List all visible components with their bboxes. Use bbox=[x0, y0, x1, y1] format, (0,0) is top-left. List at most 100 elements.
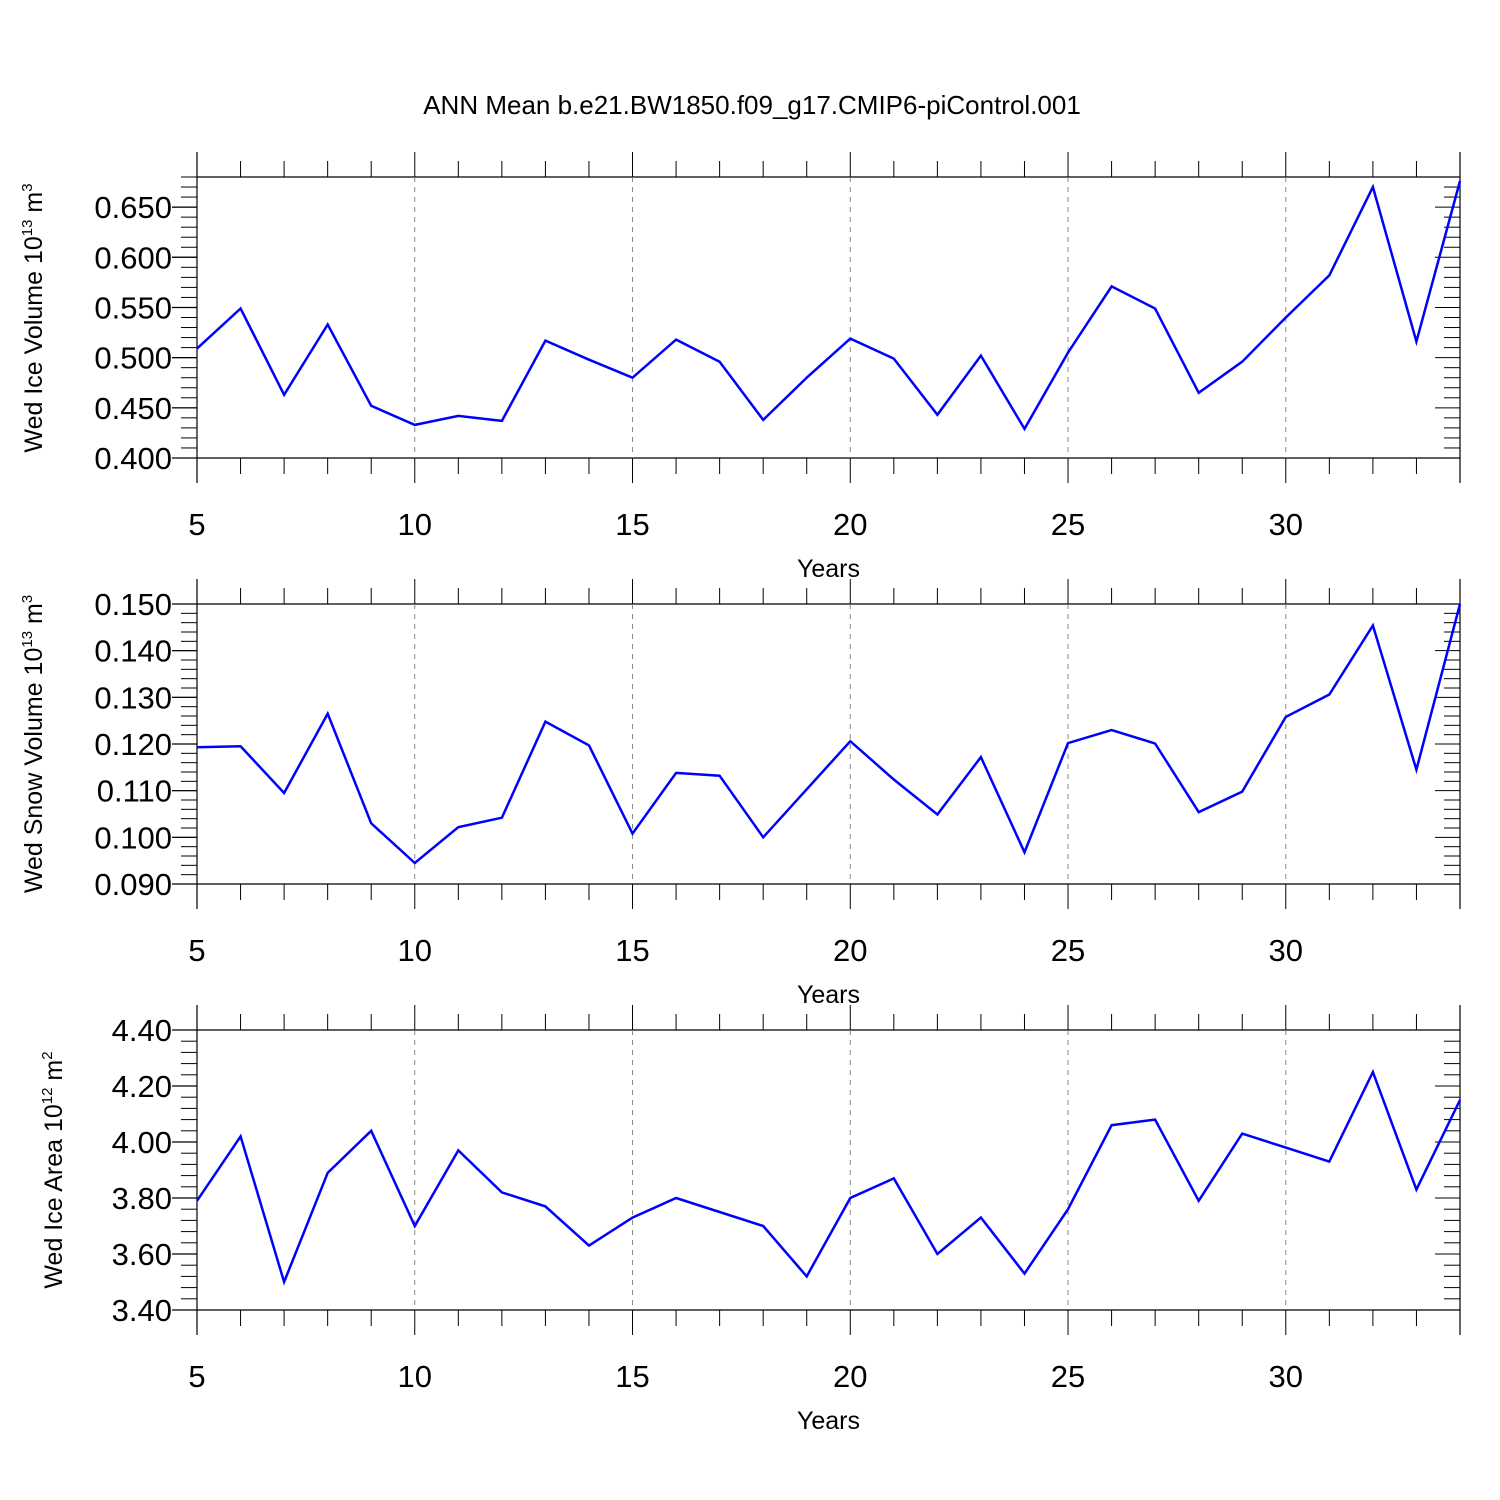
data-point bbox=[327, 1172, 328, 1173]
y-axis-label: Wed Ice Area 1012 m2 bbox=[39, 1051, 68, 1288]
data-point bbox=[1024, 1273, 1025, 1274]
data-point bbox=[1024, 852, 1025, 853]
data-point bbox=[632, 377, 633, 378]
data-point bbox=[1155, 743, 1156, 744]
data-point bbox=[1372, 625, 1373, 626]
data-point bbox=[1242, 361, 1243, 362]
data-point bbox=[414, 1226, 415, 1227]
data-point bbox=[1198, 812, 1199, 813]
data-point bbox=[632, 1217, 633, 1218]
x-axis-label: Years bbox=[797, 981, 860, 1009]
data-point bbox=[371, 405, 372, 406]
data-point bbox=[676, 339, 677, 340]
x-tick-label: 20 bbox=[833, 933, 867, 968]
data-point bbox=[414, 424, 415, 425]
data-point bbox=[1460, 604, 1461, 605]
data-point bbox=[676, 1198, 677, 1199]
series-line-1 bbox=[196, 180, 1462, 432]
y-tick-label: 0.120 bbox=[94, 727, 172, 762]
data-point bbox=[937, 814, 938, 815]
x-tick-label: 5 bbox=[188, 507, 205, 542]
data-point bbox=[806, 377, 807, 378]
y-tick-label: 3.40 bbox=[112, 1293, 172, 1328]
x-tick-label: 15 bbox=[615, 507, 649, 542]
y-tick-label: 0.450 bbox=[94, 391, 172, 426]
data-point bbox=[980, 757, 981, 758]
y-tick-label: 0.110 bbox=[97, 774, 172, 809]
data-point bbox=[1024, 428, 1025, 429]
y-tick-label: 0.090 bbox=[94, 867, 172, 902]
data-point bbox=[1198, 392, 1199, 393]
series-line-1 bbox=[196, 603, 1462, 865]
data-point bbox=[501, 420, 502, 421]
y-tick-label: 0.550 bbox=[94, 290, 172, 325]
data-point bbox=[240, 1136, 241, 1137]
data-point bbox=[327, 713, 328, 714]
x-tick-label: 5 bbox=[188, 1359, 205, 1394]
data-point bbox=[1416, 1189, 1417, 1190]
x-tick-label: 15 bbox=[615, 933, 649, 968]
x-tick-label: 30 bbox=[1269, 1359, 1303, 1394]
data-point bbox=[980, 1217, 981, 1218]
chart-panel-2: 0.090 0.100 0.110 0.120 0.130 0.140 0.150 5 10 15… bbox=[19, 579, 1462, 1009]
y-tick-label: 3.80 bbox=[112, 1181, 172, 1216]
data-point bbox=[980, 355, 981, 356]
data-point bbox=[937, 1254, 938, 1255]
data-point bbox=[1460, 181, 1461, 182]
y-tick-label: 4.20 bbox=[112, 1069, 172, 1104]
data-point bbox=[458, 415, 459, 416]
data-point bbox=[850, 338, 851, 339]
data-point bbox=[1372, 1072, 1373, 1073]
y-tick-label: 0.100 bbox=[94, 820, 172, 855]
x-tick-label: 25 bbox=[1051, 507, 1085, 542]
data-point bbox=[284, 394, 285, 395]
x-tick-label: 10 bbox=[398, 1359, 432, 1394]
x-tick-label: 25 bbox=[1051, 933, 1085, 968]
x-tick-label: 10 bbox=[398, 507, 432, 542]
y-tick-label: 0.150 bbox=[94, 587, 172, 622]
data-point bbox=[1242, 1133, 1243, 1134]
data-point bbox=[371, 1130, 372, 1131]
x-tick-label: 30 bbox=[1269, 507, 1303, 542]
data-point bbox=[850, 1198, 851, 1199]
data-point bbox=[676, 772, 677, 773]
data-point bbox=[1155, 308, 1156, 309]
y-tick-label: 4.40 bbox=[112, 1013, 172, 1048]
x-tick-label: 10 bbox=[398, 933, 432, 968]
x-axis-label: Years bbox=[797, 1407, 860, 1435]
y-axis-label: Wed Snow Volume 1013 m3 bbox=[19, 595, 48, 893]
data-point bbox=[1329, 694, 1330, 695]
data-point bbox=[284, 1282, 285, 1283]
data-point bbox=[1329, 1161, 1330, 1162]
data-point bbox=[327, 324, 328, 325]
data-point bbox=[850, 741, 851, 742]
y-tick-label: 0.130 bbox=[94, 680, 172, 715]
x-axis-label: Years bbox=[797, 555, 860, 583]
data-point bbox=[893, 1178, 894, 1179]
data-point bbox=[1285, 317, 1286, 318]
data-point bbox=[719, 361, 720, 362]
data-point bbox=[1285, 1147, 1286, 1148]
data-point bbox=[240, 308, 241, 309]
data-point bbox=[1329, 275, 1330, 276]
data-point bbox=[806, 1276, 807, 1277]
data-point bbox=[588, 745, 589, 746]
y-tick-label: 0.600 bbox=[94, 240, 172, 275]
data-point bbox=[588, 359, 589, 360]
data-point bbox=[1416, 341, 1417, 342]
data-point bbox=[545, 721, 546, 722]
data-point bbox=[1068, 352, 1069, 353]
data-point bbox=[501, 817, 502, 818]
data-point bbox=[719, 1212, 720, 1213]
y-tick-label: 0.500 bbox=[94, 341, 172, 376]
data-point bbox=[806, 789, 807, 790]
data-point bbox=[197, 1200, 198, 1201]
x-tick-label: 20 bbox=[833, 507, 867, 542]
x-tick-label: 5 bbox=[188, 933, 205, 968]
data-point bbox=[1111, 730, 1112, 731]
data-point bbox=[1285, 716, 1286, 717]
data-point bbox=[1111, 1125, 1112, 1126]
data-point bbox=[458, 827, 459, 828]
data-point bbox=[545, 1206, 546, 1207]
series-line-1 bbox=[195, 1068, 1462, 1286]
